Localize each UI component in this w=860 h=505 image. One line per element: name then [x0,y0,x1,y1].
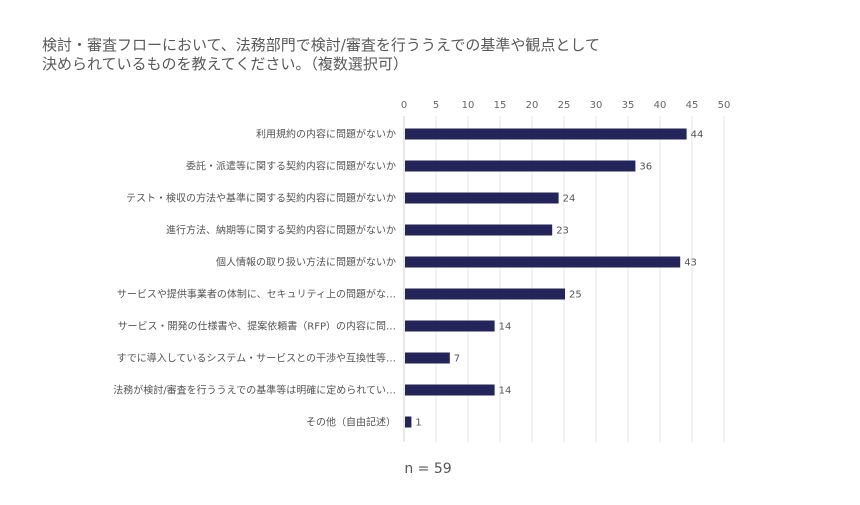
data-label: 36 [639,162,652,173]
x-tick-label: 50 [718,100,731,111]
bar [405,288,565,300]
category-label: その他（自由記述） [306,416,396,429]
category-label: 利用規約の内容に問題がないか [256,128,396,141]
category-label: サービス・開発の仕様書や、提案依頼書（RFP）の内容に問… [118,320,396,333]
x-axis-ticks: 0 5 10 15 20 25 30 35 40 45 50 [401,100,731,111]
category-label: すでに導入しているシステム・サービスとの干渉や互換性等… [117,352,396,365]
x-tick-label: 20 [526,100,539,111]
category-label: 個人情報の取り扱い方法に問題がないか [216,256,396,269]
bar [405,256,681,268]
x-tick-label: 25 [558,100,571,111]
data-label: 25 [569,290,582,301]
x-tick-label: 0 [401,100,407,111]
category-label: 委託・派遣等に関する契約内容に問題がないか [186,160,396,173]
x-tick-label: 15 [494,100,507,111]
sample-size-note: n = 59 [404,461,451,477]
data-label: 14 [499,322,512,333]
data-label: 44 [691,130,704,141]
x-tick-label: 45 [686,100,699,111]
data-label: 1 [415,418,421,429]
data-label: 14 [499,386,512,397]
data-label: 7 [454,354,460,365]
x-tick-label: 10 [462,100,475,111]
bar [405,416,412,428]
bar [405,352,450,364]
bar [405,192,559,204]
chart-title-line-2: 決められているものを教えてください。（複数選択可） [42,55,408,73]
bars: 利用規約の内容に問題がないか 44 委託・派遣等に関する契約内容に問題がないか 36 テ… [113,128,703,429]
bar [405,128,687,140]
bar [405,160,636,172]
chart-title-line-1: 検討・審査フローにおいて、法務部門で検討/審査を行ううえでの基準や観点として [42,36,600,54]
x-tick-label: 35 [622,100,635,111]
data-label: 23 [556,226,569,237]
bar [405,384,495,396]
bar [405,320,495,332]
x-tick-label: 5 [433,100,439,111]
x-tick-label: 30 [590,100,603,111]
category-label: テスト・検収の方法や基準に関する契約内容に問題がないか [126,192,396,205]
category-label: 進行方法、納期等に関する契約内容に問題がないか [166,224,396,237]
bar [405,224,553,236]
x-tick-label: 40 [654,100,667,111]
category-label: 法務が検討/審査を行ううえでの基準等は明確に定められてい… [113,384,396,397]
data-label: 43 [684,258,697,269]
category-label: サービスや提供事業者の体制に、セキュリティ上の問題がな… [117,288,396,301]
data-label: 24 [563,194,576,205]
